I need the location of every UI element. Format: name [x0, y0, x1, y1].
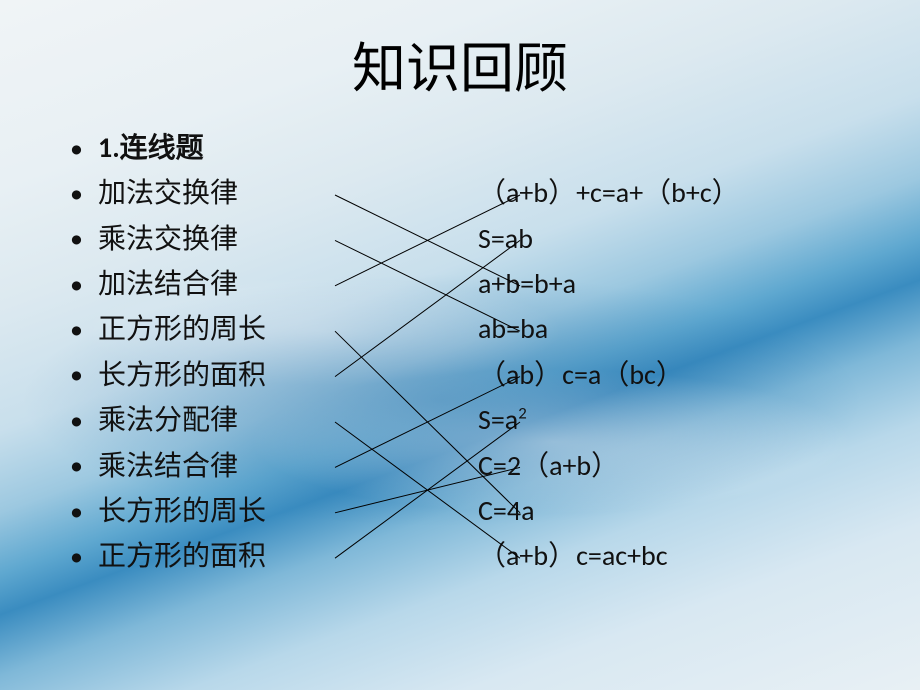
match-row: •正方形的周长 ab=ba [70, 306, 850, 351]
left-term: 乘法交换律 [98, 216, 478, 261]
bullet-icon: • [70, 535, 98, 577]
question-header-row: • 1.连线题 [70, 125, 850, 170]
slide-title: 知识回顾 [70, 24, 850, 103]
match-row: •长方形的面积（ab）c=a（bc） [70, 352, 850, 397]
slide: 知识回顾 • 1.连线题 •加法交换律（a+b）+c=a+（b+c）•乘法交换律… [0, 0, 920, 690]
match-row: •长方形的周长 C=4a [70, 488, 850, 533]
left-term: 正方形的周长 [98, 306, 478, 351]
right-formula: a+b=b+a [478, 261, 850, 306]
bullet-icon: • [70, 217, 98, 259]
right-formula: C=4a [478, 488, 850, 533]
bullet-icon: • [70, 399, 98, 441]
matching-rows: •加法交换律（a+b）+c=a+（b+c）•乘法交换律 S=ab•加法结合律 a… [70, 170, 850, 578]
right-formula: （ab）c=a（bc） [478, 352, 850, 397]
bullet-icon: • [70, 308, 98, 350]
left-term: 长方形的面积 [98, 352, 478, 397]
left-term: 正方形的面积 [98, 533, 478, 578]
right-formula: S=a2 [478, 397, 850, 442]
left-term: 乘法分配律 [98, 397, 478, 442]
left-term: 加法结合律 [98, 261, 478, 306]
left-term: 乘法结合律 [98, 443, 478, 488]
match-row: •乘法交换律 S=ab [70, 216, 850, 261]
content-area: • 1.连线题 •加法交换律（a+b）+c=a+（b+c）•乘法交换律 S=ab… [70, 125, 850, 579]
left-term: 长方形的周长 [98, 488, 478, 533]
bullet-icon: • [70, 353, 98, 395]
bullet-icon: • [70, 490, 98, 532]
left-term: 加法交换律 [98, 170, 478, 215]
match-row: •正方形的面积（a+b）c=ac+bc [70, 533, 850, 578]
right-formula: S=ab [478, 216, 850, 261]
question-header: 1.连线题 [98, 125, 478, 170]
bullet-icon: • [70, 263, 98, 305]
right-formula: C=2（a+b） [478, 443, 850, 488]
match-row: •加法交换律（a+b）+c=a+（b+c） [70, 170, 850, 215]
right-formula: （a+b）+c=a+（b+c） [478, 170, 850, 215]
right-formula: ab=ba [478, 306, 850, 351]
match-row: •乘法结合律 C=2（a+b） [70, 443, 850, 488]
bullet-icon: • [70, 127, 98, 169]
match-row: •乘法分配律 S=a2 [70, 397, 850, 442]
right-formula: （a+b）c=ac+bc [478, 533, 850, 578]
bullet-icon: • [70, 444, 98, 486]
bullet-icon: • [70, 172, 98, 214]
match-row: •加法结合律 a+b=b+a [70, 261, 850, 306]
